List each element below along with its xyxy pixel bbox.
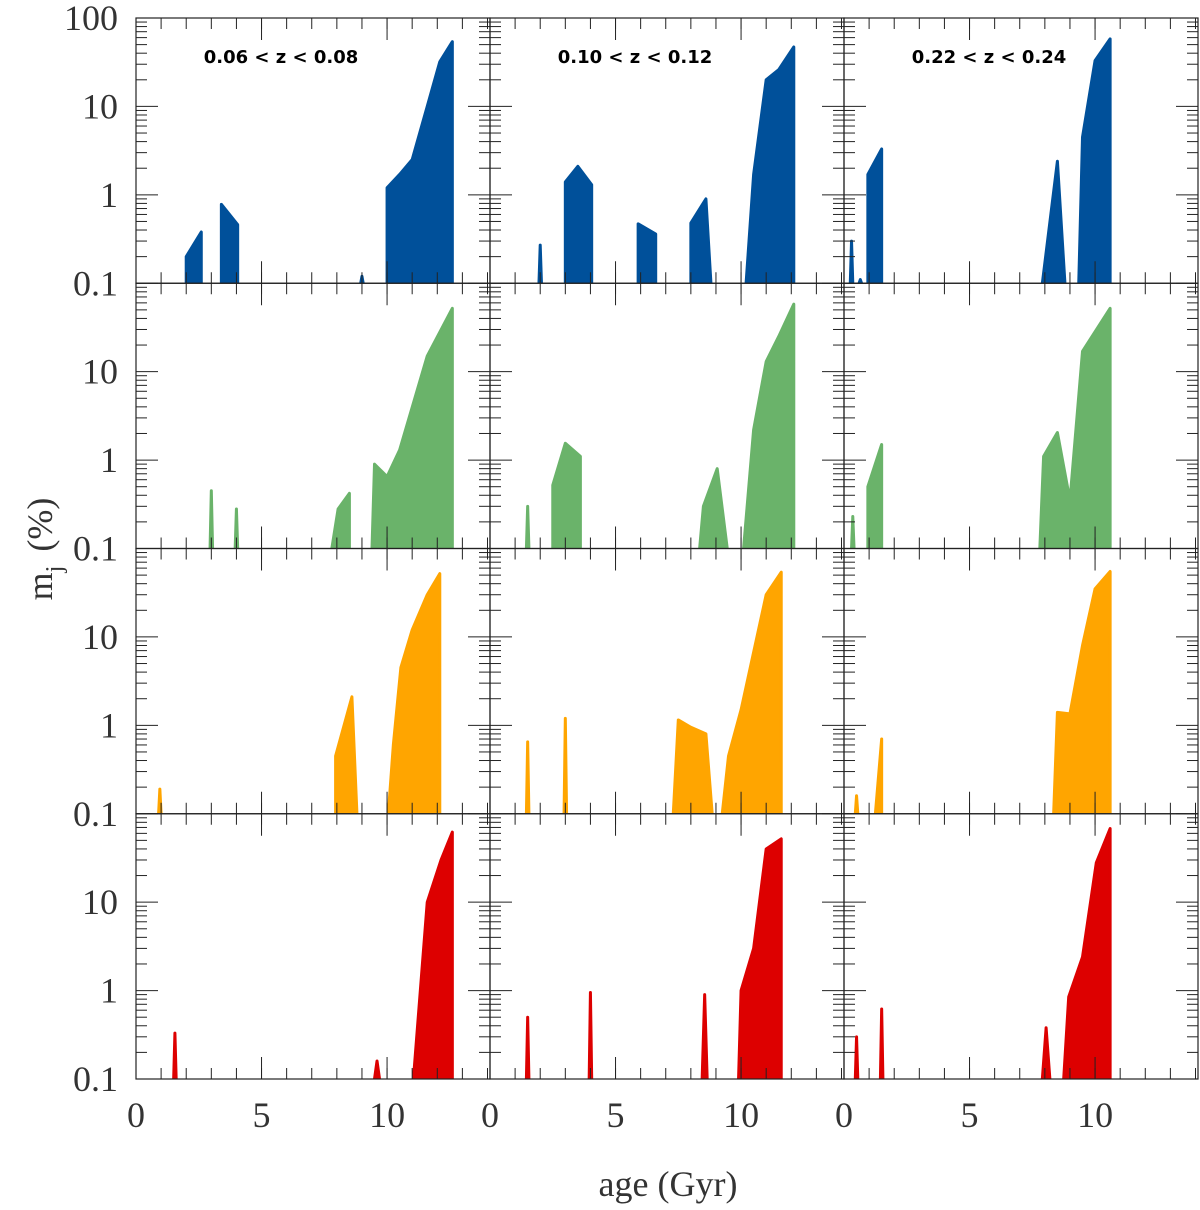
area <box>373 1059 382 1079</box>
y-label-symbol: m <box>20 572 60 600</box>
panel: 0 5 10 <box>481 813 845 1135</box>
y-tick-label: 0.1 <box>73 794 118 834</box>
x-tick-label: 10 <box>1077 1095 1113 1135</box>
y-tick-label: 10 <box>82 617 118 657</box>
panel <box>843 547 1199 815</box>
y-tick-label: 1 <box>100 175 118 215</box>
y-tick-label: 10 <box>82 352 118 392</box>
y-tick-label: 10 <box>82 882 118 922</box>
area <box>698 467 729 549</box>
panel: 0.22 < z < 0.24 <box>843 17 1199 284</box>
area <box>720 570 783 814</box>
area <box>563 164 594 284</box>
panel-title: 0.06 < z < 0.08 <box>204 47 359 68</box>
area <box>1040 1026 1052 1079</box>
area <box>524 740 531 814</box>
y-tick-label: 0.1 <box>73 1059 118 1099</box>
area <box>853 794 860 814</box>
panel: 0.1 1 10 <box>73 282 491 569</box>
y-label-subscript: j <box>42 566 68 574</box>
y-label-unit: (%) <box>20 498 60 552</box>
area <box>744 45 796 284</box>
area <box>219 202 240 284</box>
area <box>386 572 442 814</box>
x-tick-label: 10 <box>723 1095 759 1135</box>
y-tick-label: 10 <box>82 86 118 126</box>
frame <box>843 282 1199 550</box>
area <box>330 491 351 549</box>
panel: 0.1 1 10 100 0.06 < z < 0.08 <box>64 0 491 303</box>
area <box>1038 306 1112 549</box>
area <box>1077 37 1112 284</box>
x-axis-label: age (Gyr) <box>599 1164 738 1204</box>
x-tick-label: 5 <box>961 1095 979 1135</box>
x-tick-label: 0 <box>127 1095 145 1135</box>
area <box>524 1015 531 1079</box>
area <box>385 40 454 284</box>
area <box>878 1007 885 1079</box>
area <box>848 239 855 284</box>
area <box>537 243 543 284</box>
area <box>689 197 713 284</box>
area <box>411 830 454 1079</box>
frame <box>489 547 845 815</box>
area <box>742 302 796 549</box>
area <box>857 278 864 284</box>
area <box>700 993 709 1079</box>
panel-title: 0.10 < z < 0.12 <box>558 47 713 68</box>
frame <box>843 547 1199 815</box>
panel: 0.10 < z < 0.12 <box>489 17 845 284</box>
area <box>233 507 240 549</box>
x-tick-label: 5 <box>253 1095 271 1135</box>
y-axis-label: mj (%) <box>20 498 68 601</box>
y-tick-label: 1 <box>100 971 118 1011</box>
panel <box>489 547 845 815</box>
panel <box>489 282 845 550</box>
area <box>334 695 359 814</box>
area <box>1062 827 1112 1079</box>
x-tick-label: 0 <box>835 1095 853 1135</box>
area <box>853 1035 860 1079</box>
panel-title: 0.22 < z < 0.24 <box>912 47 1067 68</box>
y-tick-label: 0.1 <box>73 529 118 569</box>
area <box>873 737 884 814</box>
x-tick-label: 10 <box>369 1095 405 1135</box>
area <box>636 222 658 284</box>
x-tick-label: 0 <box>481 1095 499 1135</box>
y-tick-label: 1 <box>100 705 118 745</box>
area <box>524 504 531 549</box>
area <box>671 718 714 814</box>
area <box>172 1031 178 1079</box>
area <box>1052 569 1112 814</box>
panel: 0.1 1 10 <box>73 547 491 834</box>
area <box>866 147 884 284</box>
frame <box>489 813 845 1080</box>
frame <box>843 813 1199 1080</box>
area <box>737 837 783 1079</box>
area <box>1040 159 1067 284</box>
y-tick-label: 0.1 <box>73 263 118 303</box>
area <box>184 230 203 284</box>
y-tick-label: 1 <box>100 440 118 480</box>
area <box>551 441 582 549</box>
area <box>208 489 215 549</box>
area <box>866 443 884 549</box>
panel: 0.1 1 10 0 5 10 <box>73 813 491 1135</box>
y-tick-label: 100 <box>64 0 118 38</box>
x-tick-label: 5 <box>607 1095 625 1135</box>
panel <box>843 282 1199 550</box>
area <box>157 787 163 814</box>
panel: 0 5 10 <box>835 813 1199 1135</box>
area <box>370 306 454 549</box>
area <box>850 515 856 549</box>
area <box>587 991 594 1079</box>
area <box>562 716 569 814</box>
